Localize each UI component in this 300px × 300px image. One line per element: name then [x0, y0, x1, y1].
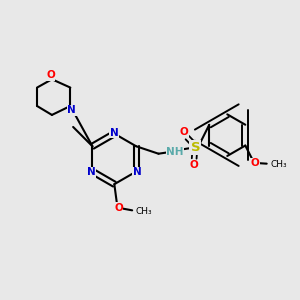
Text: O: O — [251, 158, 260, 168]
Text: O: O — [46, 70, 55, 80]
Text: O: O — [190, 160, 198, 170]
Text: S: S — [190, 141, 200, 154]
Text: O: O — [179, 127, 188, 137]
Text: N: N — [68, 105, 76, 115]
Text: N: N — [87, 167, 96, 177]
Text: CH₃: CH₃ — [271, 160, 287, 169]
Text: NH: NH — [166, 147, 184, 157]
Text: O: O — [114, 203, 123, 213]
Text: CH₃: CH₃ — [135, 207, 152, 216]
Text: N: N — [110, 128, 119, 138]
Text: N: N — [133, 167, 142, 177]
